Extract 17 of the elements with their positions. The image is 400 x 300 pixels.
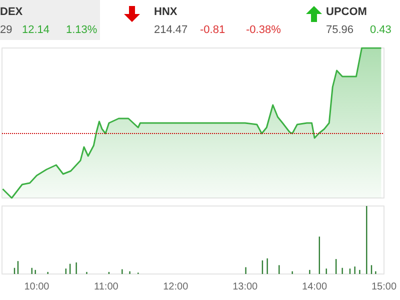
text: -0.38% — [246, 24, 281, 36]
text: 214.47 — [154, 24, 188, 36]
x-tick-label: 15:00 — [371, 282, 397, 292]
x-tick-label: 11:00 — [94, 282, 119, 292]
text: UPCOM — [326, 6, 367, 18]
x-tick-label: 10:00 — [24, 282, 50, 292]
x-tick-label: 13:00 — [232, 282, 258, 292]
text: 12.14 — [22, 24, 50, 36]
x-tick-label: 12:00 — [163, 282, 189, 292]
text: HNX — [154, 6, 178, 18]
text: 0.43 — [370, 24, 392, 36]
x-tick-label: 14:00 — [302, 282, 328, 292]
text: 29 — [0, 24, 12, 36]
text: 75.96 — [326, 24, 354, 36]
text: 1.13% — [66, 24, 98, 36]
text: -0.81 — [200, 24, 226, 36]
text: DEX — [0, 6, 23, 18]
